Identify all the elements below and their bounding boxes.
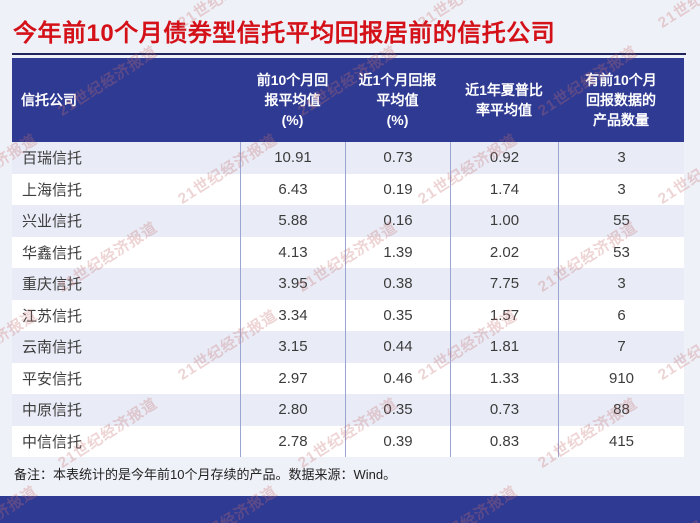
company-cell: 上海信托 bbox=[22, 181, 83, 199]
value-cell: 0.19 bbox=[345, 173, 450, 205]
table-row: 平安信托 2.97 0.46 1.33 910 bbox=[12, 362, 684, 394]
value-cell: 0.92 bbox=[450, 142, 558, 174]
header-cell-2: 近1个月回报 平均值 (%) bbox=[358, 71, 437, 129]
value-cell: 53 bbox=[558, 236, 684, 268]
table-row: 江苏信托 3.34 0.35 1.57 6 bbox=[12, 299, 684, 331]
value-cell: 2.80 bbox=[240, 394, 345, 426]
value-cell: 1.74 bbox=[450, 173, 558, 205]
trust-returns-table: 信托公司 前10个月回 报平均值 (%) 近1个月回报 平均值 (%) 近1年夏普比 … bbox=[12, 58, 684, 457]
value-cell: 88 bbox=[558, 394, 684, 426]
value-cell: 5.88 bbox=[240, 205, 345, 237]
value-cell: 0.73 bbox=[345, 142, 450, 174]
value-cell: 1.81 bbox=[450, 331, 558, 363]
company-cell: 重庆信托 bbox=[22, 276, 83, 294]
header-cell-4: 有前10个月 回报数据的 产品数量 bbox=[585, 71, 657, 129]
value-cell: 3 bbox=[558, 268, 684, 300]
value-cell: 3 bbox=[558, 142, 684, 174]
value-cell: 3 bbox=[558, 173, 684, 205]
value-cell: 3.15 bbox=[240, 331, 345, 363]
value-cell: 0.83 bbox=[450, 425, 558, 457]
value-cell: 0.46 bbox=[345, 362, 450, 394]
company-cell: 华鑫信托 bbox=[22, 244, 83, 262]
company-cell: 江苏信托 bbox=[22, 307, 83, 325]
value-cell: 1.33 bbox=[450, 362, 558, 394]
value-cell: 1.00 bbox=[450, 205, 558, 237]
value-cell: 55 bbox=[558, 205, 684, 237]
value-cell: 910 bbox=[558, 362, 684, 394]
value-cell: 2.02 bbox=[450, 236, 558, 268]
header-cell-1: 前10个月回 报平均值 (%) bbox=[256, 71, 329, 129]
table-row: 兴业信托 5.88 0.16 1.00 55 bbox=[12, 205, 684, 237]
table-row: 百瑞信托 10.91 0.73 0.92 3 bbox=[12, 142, 684, 174]
table-row: 华鑫信托 4.13 1.39 2.02 53 bbox=[12, 236, 684, 268]
value-cell: 6 bbox=[558, 299, 684, 331]
value-cell: 1.57 bbox=[450, 299, 558, 331]
table-body: 百瑞信托 10.91 0.73 0.92 3 上海信托 6.43 0.19 1.74 3 兴业信托 5… bbox=[12, 142, 684, 457]
value-cell: 0.44 bbox=[345, 331, 450, 363]
value-cell: 0.16 bbox=[345, 205, 450, 237]
value-cell: 415 bbox=[558, 425, 684, 457]
table-row: 上海信托 6.43 0.19 1.74 3 bbox=[12, 173, 684, 205]
title-underline bbox=[12, 53, 686, 55]
value-cell: 7 bbox=[558, 331, 684, 363]
table-row: 中原信托 2.80 0.35 0.73 88 bbox=[12, 394, 684, 426]
company-cell: 中信信托 bbox=[22, 433, 83, 451]
value-cell: 2.97 bbox=[240, 362, 345, 394]
value-cell: 10.91 bbox=[240, 142, 345, 174]
company-cell: 云南信托 bbox=[22, 339, 83, 357]
value-cell: 0.39 bbox=[345, 425, 450, 457]
value-cell: 0.73 bbox=[450, 394, 558, 426]
value-cell: 1.39 bbox=[345, 236, 450, 268]
company-cell: 百瑞信托 bbox=[22, 150, 83, 168]
table-row: 重庆信托 3.95 0.38 7.75 3 bbox=[12, 268, 684, 300]
company-cell: 中原信托 bbox=[22, 402, 83, 420]
table-row: 中信信托 2.78 0.39 0.83 415 bbox=[12, 425, 684, 457]
value-cell: 7.75 bbox=[450, 268, 558, 300]
bottom-bar bbox=[0, 496, 700, 523]
table-row: 云南信托 3.15 0.44 1.81 7 bbox=[12, 331, 684, 363]
value-cell: 2.78 bbox=[240, 425, 345, 457]
value-cell: 4.13 bbox=[240, 236, 345, 268]
value-cell: 3.34 bbox=[240, 299, 345, 331]
company-cell: 平安信托 bbox=[22, 370, 83, 388]
value-cell: 0.38 bbox=[345, 268, 450, 300]
value-cell: 0.35 bbox=[345, 299, 450, 331]
header-cell-3: 近1年夏普比 率平均值 bbox=[465, 81, 543, 118]
table-header-row: 信托公司 前10个月回 报平均值 (%) 近1个月回报 平均值 (%) 近1年夏普比 … bbox=[12, 58, 684, 142]
footnote: 备注：本表统计的是今年前10个月存续的产品。数据来源：Wind。 bbox=[14, 467, 397, 482]
value-cell: 3.95 bbox=[240, 268, 345, 300]
page-title: 今年前10个月债券型信托平均回报居前的信托公司 bbox=[13, 20, 556, 47]
value-cell: 6.43 bbox=[240, 173, 345, 205]
value-cell: 0.35 bbox=[345, 394, 450, 426]
header-cell-0: 信托公司 bbox=[21, 91, 77, 108]
company-cell: 兴业信托 bbox=[22, 213, 83, 231]
